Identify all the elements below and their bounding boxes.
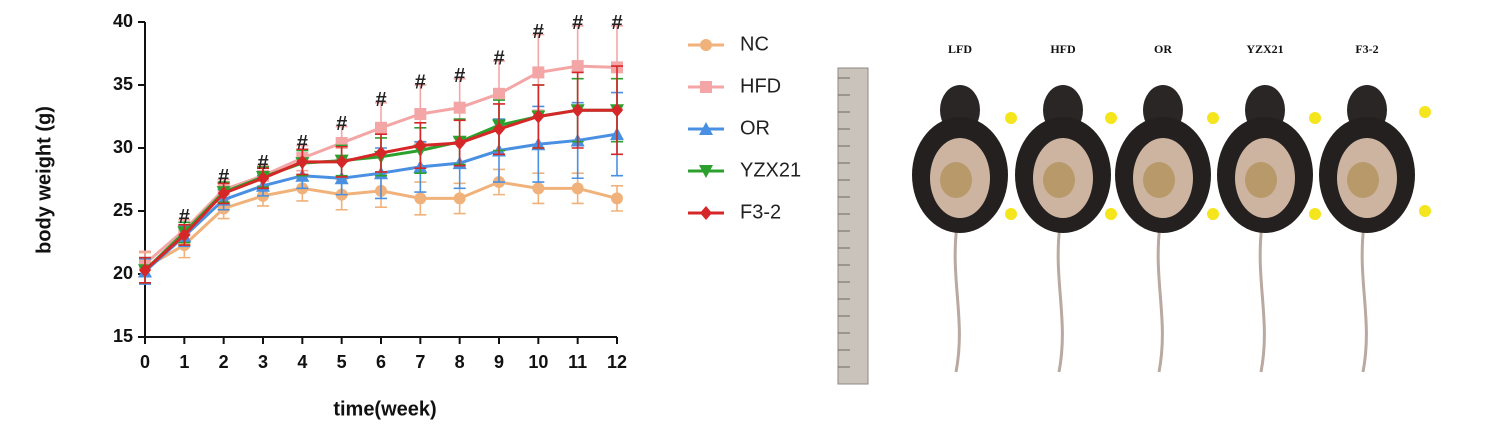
- marker: [700, 81, 712, 93]
- annotation: #: [493, 47, 504, 69]
- pin: [1207, 112, 1219, 124]
- marker: [532, 66, 545, 79]
- x-tick-label: 0: [140, 352, 150, 372]
- marker: [571, 182, 584, 195]
- marker: [571, 60, 584, 73]
- ruler: [837, 67, 869, 385]
- marker: [414, 107, 427, 120]
- tail: [1258, 224, 1266, 373]
- pin: [1419, 205, 1431, 217]
- marker: [699, 165, 713, 178]
- marker: [532, 182, 545, 195]
- annotation: #: [611, 12, 622, 34]
- pin: [1005, 208, 1017, 220]
- marker: [532, 109, 545, 124]
- x-tick-label: 10: [528, 352, 548, 372]
- x-tick-label: 7: [415, 352, 425, 372]
- mouse-detail: [1143, 162, 1175, 198]
- annotation: #: [179, 206, 190, 228]
- marker: [453, 101, 466, 114]
- marker: [611, 192, 623, 205]
- marker: [375, 146, 387, 161]
- annotation: #: [572, 12, 583, 34]
- annotation: #: [336, 113, 347, 135]
- marker: [453, 135, 466, 150]
- annotation: #: [257, 152, 268, 174]
- marker: [611, 103, 623, 118]
- photo-panel: LFD HFD OR YZX21 F3-2: [837, 42, 1431, 385]
- annotation: #: [297, 132, 308, 154]
- x-tick-label: 5: [337, 352, 347, 372]
- x-tick-label: 6: [376, 352, 386, 372]
- annotation: #: [454, 65, 465, 87]
- series: [139, 65, 623, 284]
- mouse-label: YZX21: [1246, 42, 1283, 56]
- x-axis-label: time(week): [333, 398, 436, 420]
- mouse-label: LFD: [948, 42, 972, 56]
- pin: [1309, 208, 1321, 220]
- mouse-detail: [1347, 162, 1379, 198]
- marker: [414, 138, 427, 153]
- x-tick-label: 4: [297, 352, 307, 372]
- annotation: #: [533, 21, 544, 43]
- marker: [335, 154, 348, 169]
- tail: [1360, 224, 1368, 373]
- marker: [699, 122, 713, 135]
- marker: [493, 122, 505, 137]
- marker: [375, 121, 387, 134]
- x-tick-label: 3: [258, 352, 268, 372]
- pin: [1309, 112, 1321, 124]
- annotation: #: [218, 166, 229, 188]
- pin: [1005, 112, 1017, 124]
- mouse-detail: [1245, 162, 1277, 198]
- y-tick-label: 30: [113, 137, 133, 157]
- mouse-label: F3-2: [1355, 42, 1378, 56]
- y-tick-label: 35: [113, 74, 133, 94]
- x-tick-label: 12: [607, 352, 627, 372]
- marker: [139, 263, 151, 278]
- tail: [1156, 224, 1164, 373]
- legend-label: OR: [740, 117, 770, 139]
- legend-label: NC: [740, 33, 769, 55]
- legend-label: YZX21: [740, 159, 801, 181]
- y-tick-label: 20: [113, 263, 133, 283]
- tail: [1056, 224, 1064, 373]
- pin: [1105, 112, 1117, 124]
- marker: [414, 192, 427, 205]
- marker: [571, 103, 584, 118]
- x-tick-label: 8: [455, 352, 465, 372]
- legend-label: F3-2: [740, 201, 781, 223]
- marker: [700, 206, 712, 220]
- marker: [453, 192, 466, 205]
- y-axis-label: body weight (g): [33, 106, 55, 254]
- y-tick-label: 25: [113, 200, 133, 220]
- pin: [1419, 106, 1431, 118]
- marker: [257, 171, 269, 186]
- legend-label: HFD: [740, 75, 781, 97]
- x-tick-label: 2: [219, 352, 229, 372]
- x-tick-label: 1: [179, 352, 189, 372]
- x-tick-label: 9: [494, 352, 504, 372]
- marker: [296, 154, 309, 169]
- y-tick-label: 40: [113, 11, 133, 31]
- x-tick-label: 11: [568, 352, 587, 372]
- mouse-detail: [1043, 162, 1075, 198]
- marker: [493, 87, 505, 100]
- mouse-detail: [940, 162, 972, 198]
- marker: [700, 39, 712, 51]
- annotation: #: [375, 89, 386, 111]
- marker: [178, 227, 191, 242]
- mouse-label: OR: [1154, 42, 1172, 56]
- annotation: #: [415, 71, 426, 93]
- pin: [1207, 208, 1219, 220]
- marker: [217, 186, 230, 201]
- mouse-label: HFD: [1050, 42, 1076, 56]
- tail: [953, 224, 961, 373]
- pin: [1105, 208, 1117, 220]
- y-tick-label: 15: [113, 326, 133, 346]
